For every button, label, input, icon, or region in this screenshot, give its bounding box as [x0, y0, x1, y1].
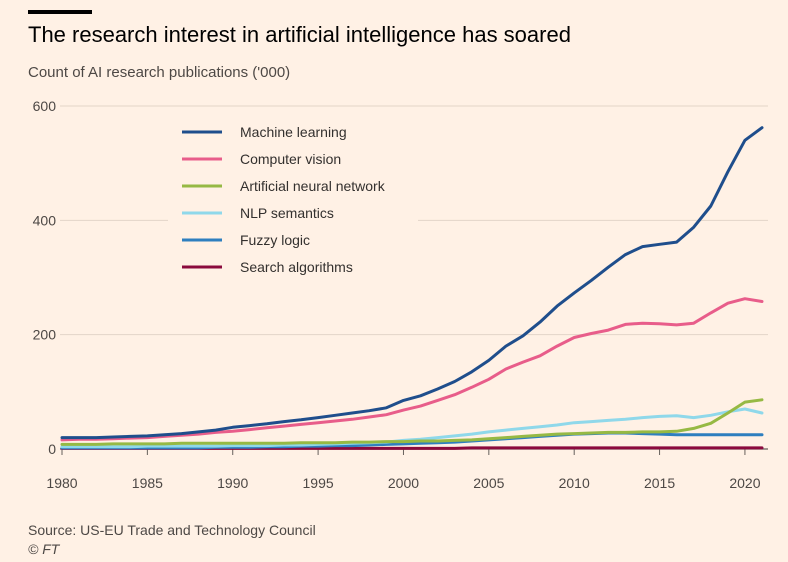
- copyright-note: © FT: [28, 541, 60, 557]
- series-line-fuzzy-logic: [60, 431, 764, 450]
- x-tick-label: 2020: [729, 475, 760, 491]
- legend-background: [168, 117, 418, 283]
- chart-subtitle: Count of AI research publications ('000): [28, 64, 291, 81]
- legend-label: NLP semantics: [240, 205, 334, 221]
- x-tick-label: 2005: [473, 475, 504, 491]
- chart-title: The research interest in artificial inte…: [28, 22, 571, 47]
- x-tick-label: 2000: [388, 475, 419, 491]
- ft-brand-bar: [28, 10, 92, 14]
- series-layer: [60, 126, 764, 450]
- series-line-artificial-neural-network: [60, 398, 764, 446]
- y-tick-label: 400: [33, 212, 57, 228]
- x-tick-label: 1990: [217, 475, 248, 491]
- legend: Machine learning Computer vision Artificia…: [168, 117, 418, 283]
- y-tick-label: 600: [33, 98, 57, 114]
- legend-label: Machine learning: [240, 124, 347, 140]
- x-tick-label: 2010: [559, 475, 590, 491]
- legend-label: Search algorithms: [240, 259, 353, 275]
- source-note: Source: US-EU Trade and Technology Counc…: [28, 522, 316, 538]
- series-line-computer-vision: [60, 297, 764, 442]
- legend-label: Computer vision: [240, 151, 341, 167]
- x-tick-label: 1985: [132, 475, 163, 491]
- legend-label: Artificial neural network: [240, 178, 386, 194]
- legend-label: Fuzzy logic: [240, 232, 310, 248]
- y-tick-label: 0: [48, 441, 56, 457]
- x-tick-label: 1980: [46, 475, 77, 491]
- series-line-machine-learning: [60, 126, 764, 440]
- y-tick-label: 200: [33, 327, 57, 343]
- axis-layer: 0 200 400 600 1980 1985 1990 1995 2000 2005 2010 20…: [33, 98, 761, 491]
- x-tick-label: 1995: [303, 475, 334, 491]
- x-tick-label: 2015: [644, 475, 675, 491]
